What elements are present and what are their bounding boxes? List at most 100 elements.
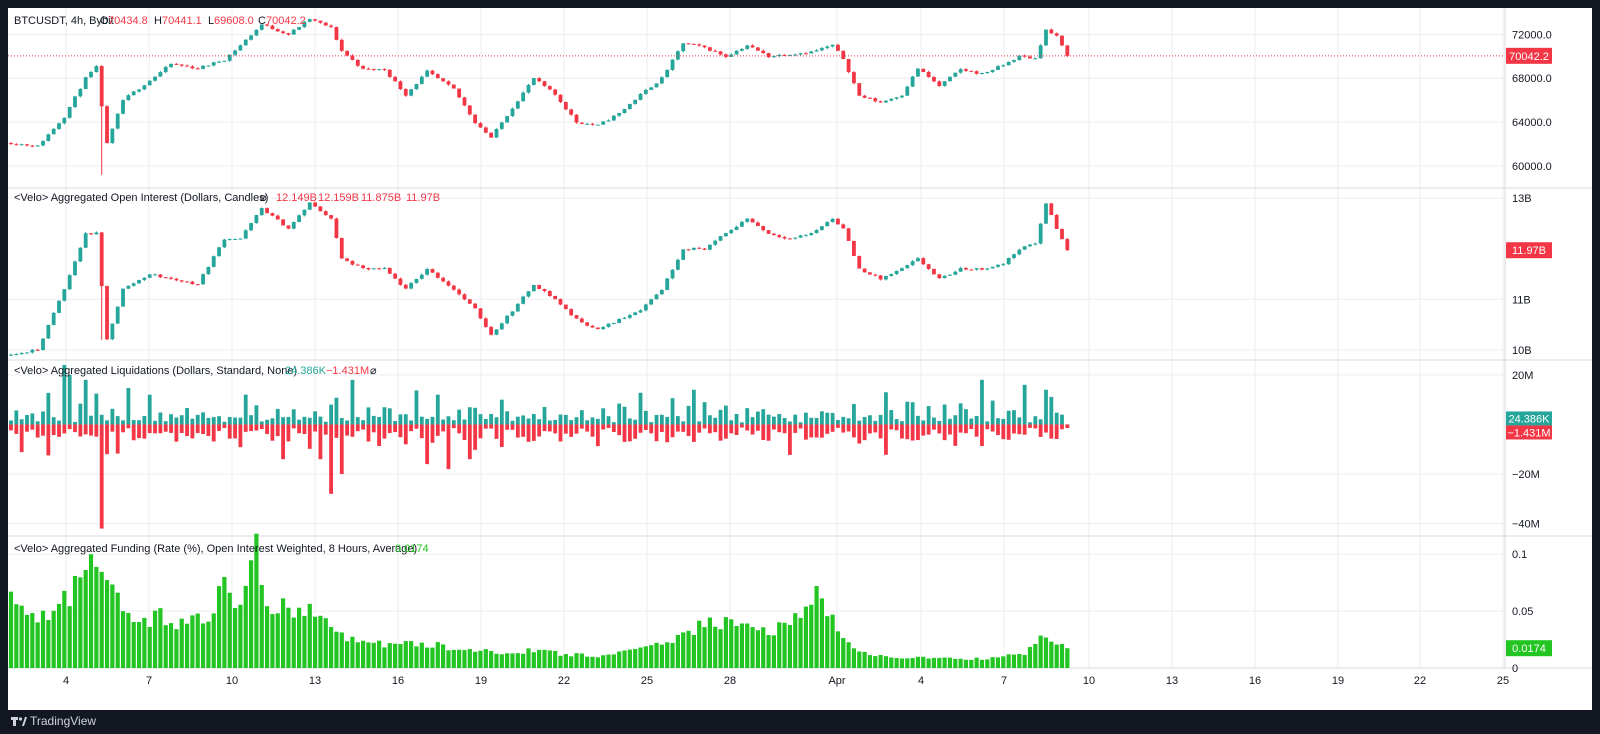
- funding-bar: [787, 624, 793, 668]
- price-candle: [89, 72, 93, 78]
- liq-long-bar: [153, 420, 157, 425]
- liq-long-bar: [756, 411, 760, 425]
- liq-long-bar: [1054, 412, 1059, 425]
- funding-bar: [579, 653, 584, 668]
- funding-bar: [627, 649, 632, 668]
- liq-long-bar: [900, 421, 904, 425]
- liq-long-bar: [158, 412, 163, 425]
- liq-short-bar: [217, 424, 221, 431]
- liq-long-bar: [73, 421, 77, 425]
- liq-short-bar: [734, 424, 739, 435]
- funding-bar: [771, 635, 777, 668]
- liq-short-bar: [772, 424, 776, 430]
- price-candle: [969, 70, 974, 72]
- liq-short-bar: [996, 424, 1000, 436]
- oi-candle: [718, 236, 723, 241]
- price-candle: [227, 54, 232, 61]
- liq-short-bar: [185, 424, 189, 437]
- funding-bar: [686, 630, 691, 668]
- price-candle: [617, 113, 622, 116]
- liq-short-bar: [142, 424, 147, 439]
- liq-short-bar: [814, 424, 819, 438]
- oi-candle: [243, 230, 248, 239]
- liq-short-bar: [467, 424, 472, 460]
- oi-candle: [857, 256, 862, 269]
- oi-candle: [665, 278, 670, 290]
- liq-long-bar: [89, 415, 93, 425]
- funding-bar: [883, 656, 889, 668]
- liq-long-bar: [473, 407, 478, 425]
- funding-bar: [296, 607, 302, 668]
- price-candle: [574, 114, 579, 123]
- liq-long-bar: [633, 419, 638, 425]
- funding-bar: [131, 622, 136, 668]
- funding-bar: [691, 634, 696, 668]
- liq-short-bar: [846, 424, 851, 432]
- oi-candle: [30, 349, 35, 353]
- funding-bar: [921, 656, 926, 668]
- price-candle: [302, 21, 307, 28]
- funding-bar: [72, 575, 78, 668]
- oi-candle: [777, 235, 782, 238]
- price-candle: [62, 117, 67, 124]
- liq-short-bar: [57, 424, 61, 437]
- funding-bar: [451, 649, 456, 668]
- liq-long-bar: [916, 415, 920, 425]
- liq-long-bar: [734, 413, 739, 425]
- liq-long-bar: [414, 390, 419, 425]
- liq-short-bar: [393, 424, 398, 433]
- liq-long-bar: [772, 416, 776, 425]
- liq-short-bar: [19, 424, 24, 453]
- liq-short-bar: [334, 424, 339, 438]
- price-candle: [217, 61, 221, 63]
- price-candle: [201, 65, 205, 69]
- x-tick-label: 28: [724, 675, 736, 687]
- funding-bar: [878, 654, 883, 668]
- liq-short-bar: [387, 424, 392, 434]
- funding-bar: [248, 560, 254, 668]
- funding-bar: [8, 591, 14, 668]
- price-candle: [558, 94, 563, 103]
- price-candle: [67, 107, 72, 118]
- funding-bar: [147, 626, 152, 668]
- liq-long-bar: [169, 414, 173, 425]
- y-tick-label: 64000.0: [1512, 117, 1552, 129]
- liq-long-bar: [702, 402, 707, 425]
- oi-candle: [115, 306, 120, 324]
- liq-long-last-label: 24.386K: [1509, 413, 1551, 425]
- liq-long-bar: [227, 417, 232, 425]
- liq-short-bar: [601, 424, 606, 430]
- oi-candle: [73, 261, 77, 276]
- chart-svg[interactable]: 4 7 10 13 16 19 22 25 28 Apr 4 7 10 13 16 19 22 25 72000.0…: [8, 8, 1592, 710]
- oi-candle: [147, 274, 152, 278]
- liq-short-bar: [51, 424, 56, 436]
- liq-short-bar: [323, 424, 328, 435]
- funding-bar: [1001, 656, 1006, 668]
- liq-long-bar: [1033, 416, 1038, 425]
- liq-short-bar: [611, 424, 616, 433]
- funding-bar: [104, 580, 110, 668]
- liq-short-bar: [836, 424, 840, 428]
- funding-bar: [670, 642, 675, 668]
- funding-bar: [547, 650, 552, 668]
- oi-candle: [537, 284, 542, 289]
- oi-candle: [804, 235, 808, 237]
- oi-candle: [457, 289, 462, 295]
- funding-bar: [24, 614, 30, 668]
- price-candle: [382, 69, 387, 71]
- oi-candle: [121, 288, 125, 307]
- oi-candle: [190, 281, 195, 285]
- liq-short-bar: [723, 424, 728, 439]
- oi-candle: [393, 273, 398, 279]
- oi-candle: [809, 233, 814, 236]
- oi-candle: [131, 283, 136, 286]
- oi-candle: [291, 221, 296, 229]
- liq-short-bar: [435, 424, 440, 436]
- funding-bar: [393, 643, 398, 668]
- price-candle: [643, 89, 648, 94]
- oi-candle: [41, 338, 45, 351]
- liq-long-bar: [809, 417, 814, 425]
- funding-bar: [894, 658, 899, 668]
- liq-short-bar: [921, 424, 926, 436]
- funding-bar: [569, 656, 574, 668]
